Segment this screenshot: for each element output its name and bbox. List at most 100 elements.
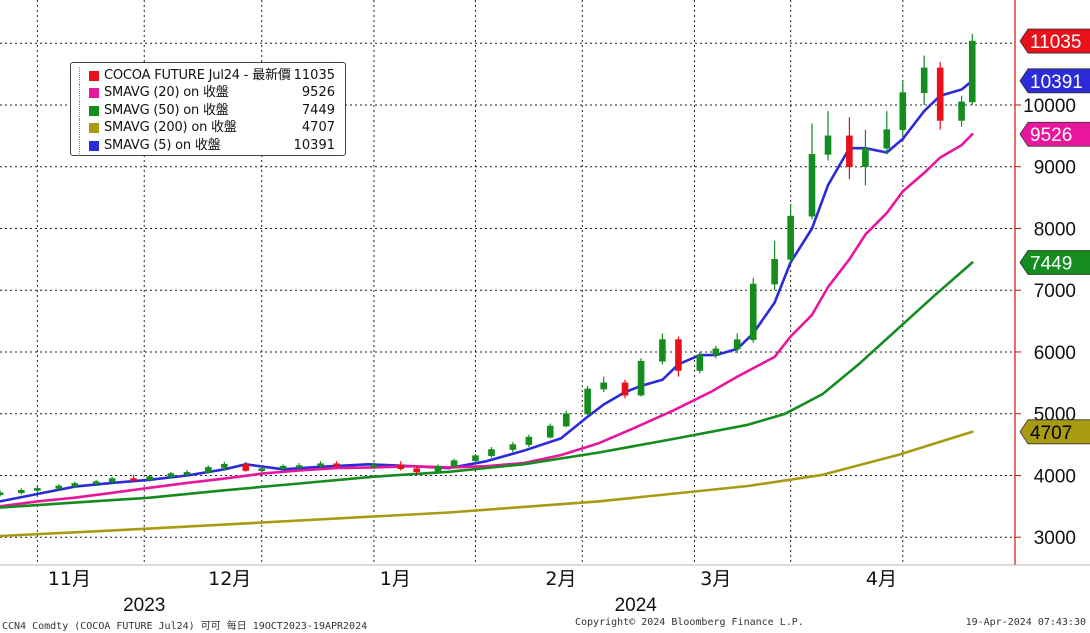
tree-connector [79,84,86,102]
candle-body [749,283,757,340]
ma-line [0,261,974,509]
legend-item-sma20: SMAVG (20) on 收盤 9526 [77,84,339,102]
candle-body [205,467,212,473]
price-tag-label: 9526 [1030,125,1072,146]
legend-item-price: COCOA FUTURE Jul24 - 最新價 11035 [77,67,339,85]
candlesticks [0,33,976,497]
legend-swatch [89,71,99,81]
legend-item-sma5: SMAVG (5) on 收盤 10391 [77,136,339,154]
candle-body [936,67,944,121]
legend-label: SMAVG (200) on 收盤 [104,120,237,136]
candle-body [34,488,41,491]
y-tick-label: 6000 [1034,343,1076,364]
legend-value: 9526 [301,85,335,101]
ma-line [0,132,974,508]
legend-swatch [89,88,99,99]
candle-body [675,339,682,371]
legend-item-sma50: SMAVG (50) on 收盤 7449 [77,101,339,120]
price-tag [1019,121,1090,147]
candle-body [637,360,645,396]
legend-label: SMAVG (5) on 收盤 [104,137,221,153]
candle-body [846,135,853,168]
x-tick-label: 3月 [700,568,731,590]
footer-copyright: Copyright© 2024 Bloomberg Finance L.P. [575,617,804,628]
price-tags: 11035 10391 9526 7449 4707 [1019,28,1090,445]
candle-body [712,348,720,356]
price-tag-label: 11035 [1030,32,1081,53]
candle-body [787,215,794,260]
legend-value: 10391 [293,137,335,153]
candle-body [18,489,25,494]
candle-body [242,464,250,471]
candle-body [279,465,287,469]
candle-body [696,354,704,371]
legend-label: COCOA FUTURE Jul24 - 最新價 [104,68,291,83]
legend-label: SMAVG (20) on 收盤 [104,85,229,101]
x-tick-label: 4月 [866,568,897,590]
x-tick-label: 12月 [208,568,251,590]
candle-body [71,483,79,487]
candle-body [183,472,191,475]
legend: COCOA FUTURE Jul24 - 最新價 11035 SMAVG (20… [70,62,346,156]
legend-swatch [89,123,99,134]
candle-body [525,436,533,445]
y-tick-label: 7000 [1034,281,1076,302]
x-year-label: 2024 [615,595,658,616]
candle-body [92,481,100,484]
price-tag-label: 7449 [1030,253,1072,274]
candle-body [546,425,554,438]
candle-body [397,464,404,469]
tree-connector [79,101,86,120]
candle-body [450,460,458,467]
tree-connector [79,67,86,85]
legend-swatch [89,140,99,151]
candle-body [295,465,303,468]
candle-body [958,101,965,121]
legend-item-sma200: SMAVG (200) on 收盤 4707 [77,119,339,137]
tree-connector [79,136,86,154]
candle-body [584,388,591,415]
candle-body [600,382,607,390]
price-tag [1019,68,1090,94]
candle-body [488,449,495,457]
candle-body [883,129,891,149]
candle-body [333,463,340,467]
legend-label: SMAVG (50) on 收盤 [104,102,229,118]
legend-value: 4707 [301,120,335,136]
candle-body [659,339,666,362]
x-axis-labels: 11月 12月 1月 2月 3月 4月 2023 2024 [48,568,897,616]
y-tick-label: 3000 [1034,528,1076,549]
ma-line [0,430,974,538]
x-tick-label: 2月 [545,568,576,590]
candle-body [808,154,816,217]
candle-body [824,135,832,155]
candle-body [108,478,116,482]
x-year-label: 2023 [123,595,165,616]
candle-body [862,147,869,168]
candle-body [434,465,442,473]
y-tick-label: 9000 [1034,158,1076,179]
candle-body [167,473,175,477]
candle-body [472,455,479,461]
price-tag [1019,28,1090,54]
footer-timestamp: 19-Apr-2024 07:43:30 [965,617,1086,628]
candle-body [0,492,4,496]
footer-security-info: CCN4 Comdty (COCOA FUTURE Jul24) 可可 每日 1… [2,621,368,632]
tree-connector [79,119,86,137]
candle-body [370,464,378,468]
candle-body [258,468,266,471]
candle-body [413,468,420,473]
price-tag [1019,250,1090,275]
candle-body [771,259,778,285]
legend-value: 11035 [293,68,335,83]
candle-body [733,339,741,350]
candle-body [899,92,907,130]
y-tick-label: 10000 [1023,96,1076,117]
y-tick-label: 4000 [1034,466,1076,487]
candle-body [968,40,976,103]
x-tick-label: 11月 [48,568,91,590]
candle-body [221,464,228,468]
price-tag-label: 10391 [1030,72,1083,93]
candle-body [920,67,928,93]
